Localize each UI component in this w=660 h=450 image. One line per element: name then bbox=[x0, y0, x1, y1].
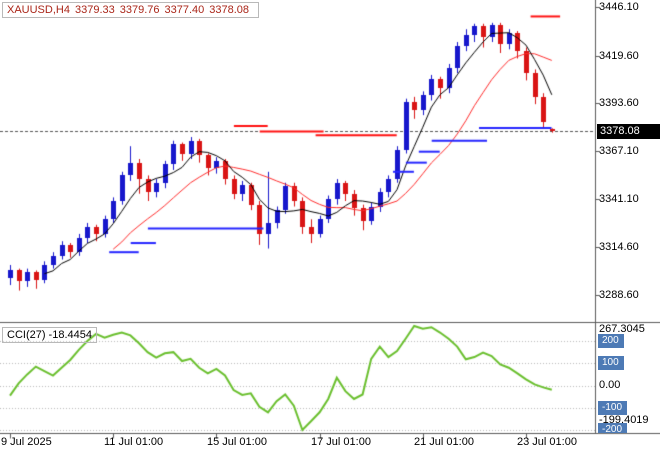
close-value: 3378.08 bbox=[209, 4, 250, 16]
ohlc-header: XAUUSD,H4 3379.33 3379.76 3377.40 3378.08 bbox=[2, 2, 260, 18]
price-axis-label: 3446.10 bbox=[599, 1, 639, 14]
open-value: 3379.33 bbox=[74, 4, 115, 16]
price-axis-label: 3367.10 bbox=[599, 145, 639, 158]
price-axis-label: 3314.60 bbox=[599, 241, 639, 254]
cci-indicator-label: CCI(27) -18.4454 bbox=[2, 327, 97, 343]
price-axis-label: 3341.10 bbox=[599, 193, 639, 205]
current-price-badge: 3378.08 bbox=[597, 124, 660, 140]
time-axis-label: 21 Jul 01:00 bbox=[414, 436, 474, 448]
time-axis-label: 15 Jul 01:00 bbox=[207, 436, 267, 448]
time-axis-label: 23 Jul 01:00 bbox=[517, 436, 577, 448]
symbol-timeframe-label: XAUUSD,H4 bbox=[7, 4, 70, 16]
time-axis-label: 17 Jul 01:00 bbox=[311, 436, 371, 448]
cci-level-label: 0.00 bbox=[599, 378, 621, 391]
cci-axis[interactable]: 200 100 0.00 -100 -200 bbox=[597, 0, 660, 433]
low-value: 3377.40 bbox=[164, 4, 205, 16]
cci-level-badge: -100 bbox=[598, 400, 628, 415]
cci-level-badge: 100 bbox=[598, 356, 624, 371]
time-axis-label: 11 Jul 01:00 bbox=[104, 436, 164, 448]
price-axis-label: 3288.60 bbox=[599, 288, 639, 301]
high-value: 3379.76 bbox=[119, 4, 160, 16]
price-axis-label: 3419.60 bbox=[599, 49, 639, 62]
cci-max-label: 267.3045 bbox=[599, 323, 645, 335]
price-axis-label: 3393.60 bbox=[599, 97, 639, 110]
cci-min-label: -199.4019 bbox=[599, 414, 649, 426]
cci-level-badge: -200 bbox=[598, 423, 628, 433]
time-axis[interactable]: 9 Jul 2025 11 Jul 01:00 15 Jul 01:00 17 Jul… bbox=[0, 436, 660, 450]
cci-level-badge: 200 bbox=[598, 333, 624, 348]
price-axis[interactable]: 3446.10 3419.60 3393.60 3367.10 3341.10 3314.… bbox=[599, 0, 660, 433]
time-axis-label: 9 Jul 2025 bbox=[1, 436, 52, 448]
